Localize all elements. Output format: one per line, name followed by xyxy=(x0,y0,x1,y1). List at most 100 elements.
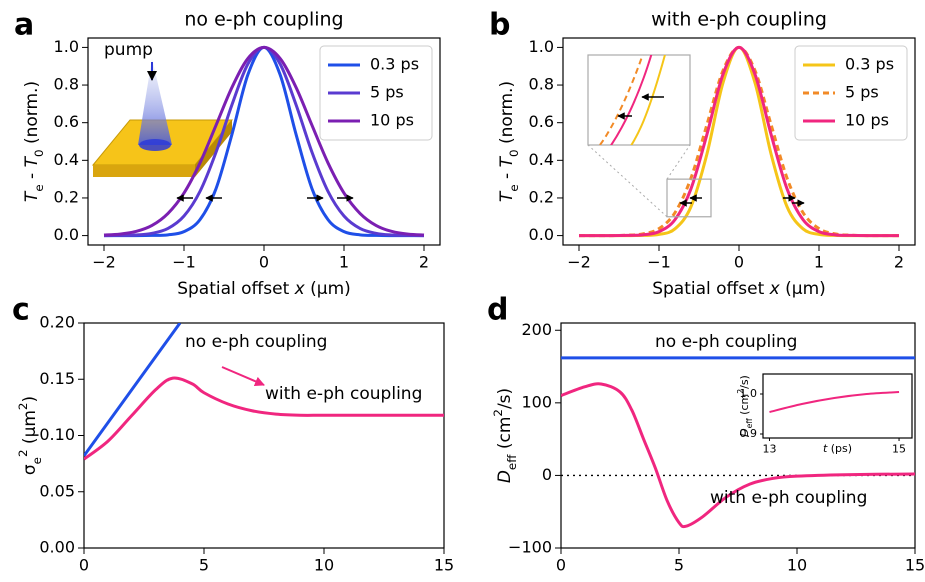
label-part: /s) xyxy=(738,375,751,389)
width-arrows xyxy=(176,93,805,207)
x-tick-label: 5 xyxy=(199,556,209,575)
label-part: (μm) xyxy=(780,279,826,299)
y-tick-label: 0.20 xyxy=(39,313,75,332)
y-tick-label: 0.8 xyxy=(54,75,79,94)
axis-label: Spatial offset x (μm) xyxy=(652,279,826,299)
y-tick-label: 0.10 xyxy=(39,425,75,444)
label-part: 0 xyxy=(507,149,521,157)
legend-label: 10 ps xyxy=(370,111,414,130)
y-tick-label: 0.15 xyxy=(39,369,75,388)
x-tick-label: 2 xyxy=(419,253,429,272)
y-tick-label: 0.0 xyxy=(529,225,554,244)
y-tick-label: 0.4 xyxy=(54,150,79,169)
y-tick-label: 0.2 xyxy=(54,187,79,206)
panel-label: c xyxy=(12,293,30,328)
annotation: no e-ph coupling xyxy=(655,332,797,352)
panel-label: b xyxy=(489,8,510,43)
x-tick-label: 13 xyxy=(762,442,776,455)
label-part: e xyxy=(32,184,46,191)
label-part: 2 xyxy=(491,409,505,417)
label-part: x xyxy=(294,279,306,299)
x-tick-label: 10 xyxy=(787,556,807,575)
zoom-box xyxy=(666,178,712,218)
label-part: (norm.) xyxy=(22,81,42,150)
x-tick-label: −1 xyxy=(647,253,671,272)
label-part: e xyxy=(507,184,521,191)
pump-label: pump xyxy=(104,40,153,60)
legend-label: 10 ps xyxy=(845,111,889,130)
trend-arrow xyxy=(221,366,265,387)
zoom-connector xyxy=(587,144,668,218)
data-line xyxy=(84,376,444,461)
axis-label: Te - T0 (norm.) xyxy=(497,81,521,202)
legend-box xyxy=(794,45,908,141)
y-tick-label: 1.0 xyxy=(529,37,554,56)
data-line xyxy=(561,382,915,529)
x-tick-label: 15 xyxy=(892,442,906,455)
plot-frame xyxy=(762,373,913,439)
legend-label: 0.3 ps xyxy=(845,55,894,74)
label-part: T xyxy=(22,190,42,202)
data-line xyxy=(579,45,899,238)
chart-title: no e-ph coupling xyxy=(184,9,343,31)
axis-label: Spatial offset x (μm) xyxy=(177,279,351,299)
x-tick-label: 0 xyxy=(259,253,269,272)
axis-label: σe2 (μm2) xyxy=(16,396,44,475)
label-part: (μm) xyxy=(305,279,351,299)
plot-frame xyxy=(560,322,916,549)
axis-label: t (ps) xyxy=(823,442,852,455)
label-part: - xyxy=(22,167,42,184)
y-tick-label: 0.00 xyxy=(39,538,75,557)
y-tick-label: 0.0 xyxy=(54,225,79,244)
x-tick-label: 0 xyxy=(556,556,566,575)
y-tick-label: 0.8 xyxy=(529,75,554,94)
chart-title: with e-ph coupling xyxy=(651,9,827,31)
label-part: 2 xyxy=(16,402,30,410)
x-tick-label: 1 xyxy=(814,253,824,272)
zoom-connector xyxy=(666,144,691,180)
axis-label: Deff (cm2/s) xyxy=(491,388,519,483)
pump-illustration xyxy=(91,58,234,177)
y-tick-label: 0.2 xyxy=(529,187,554,206)
legend-label: 5 ps xyxy=(370,83,404,102)
label-part: - xyxy=(497,167,517,184)
y-tick-label: 1.0 xyxy=(740,387,758,400)
x-tick-label: 2 xyxy=(894,253,904,272)
x-tick-label: −2 xyxy=(567,253,591,272)
label-part: (cm xyxy=(495,417,515,455)
panel-label: a xyxy=(14,8,34,43)
legend-box xyxy=(319,45,433,141)
legend-label: 5 ps xyxy=(845,83,879,102)
label-part: T xyxy=(497,190,517,202)
legend-label: 0.3 ps xyxy=(370,55,419,74)
axis-label: Deff (cm2/s) xyxy=(736,375,754,437)
data-line xyxy=(84,323,182,457)
annotation: with e-ph coupling xyxy=(265,384,422,404)
label-part: T xyxy=(22,155,42,167)
label-part: 0 xyxy=(32,149,46,157)
label-part: Spatial offset xyxy=(177,279,294,299)
panel-label: d xyxy=(487,293,508,328)
x-tick-label: 0 xyxy=(79,556,89,575)
y-tick-label: 0.9 xyxy=(740,427,758,440)
label-part: (norm.) xyxy=(497,81,517,150)
plot-frame xyxy=(83,322,445,549)
annotation: with e-ph coupling xyxy=(710,488,867,508)
x-tick-label: 10 xyxy=(314,556,334,575)
label-part: (μm xyxy=(20,410,40,449)
label-part: 2 xyxy=(16,449,30,457)
x-tick-label: 5 xyxy=(674,556,684,575)
inset-bg xyxy=(763,374,912,438)
label-part: eff xyxy=(745,418,754,429)
x-tick-label: 0 xyxy=(734,253,744,272)
label-part: D xyxy=(495,470,515,483)
axis-label: Te - T0 (norm.) xyxy=(22,81,46,202)
y-tick-label: 1.0 xyxy=(54,37,79,56)
x-tick-label: 15 xyxy=(434,556,454,575)
label-part: (ps) xyxy=(827,442,852,455)
data-line xyxy=(103,45,425,237)
label-part: (cm xyxy=(738,394,751,419)
x-tick-label: −2 xyxy=(92,253,116,272)
label-part: 2 xyxy=(736,389,745,394)
